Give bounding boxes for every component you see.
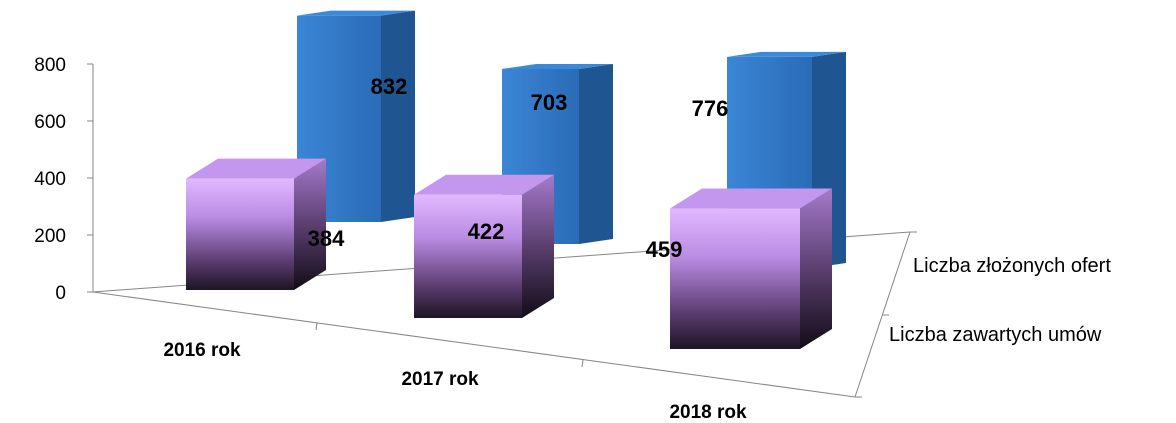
data-label: 422 xyxy=(468,219,505,244)
data-label: 459 xyxy=(646,237,683,262)
y-tick-label: 400 xyxy=(34,169,66,190)
x-tick-mark xyxy=(315,322,318,331)
x-tick-mark xyxy=(581,359,584,368)
y-tick-label: 200 xyxy=(34,226,66,247)
category-label: 2016 rok xyxy=(163,340,241,361)
data-label: 384 xyxy=(308,226,345,251)
y-tick-label: 600 xyxy=(34,112,66,133)
series-name-label: Liczba zawartych umów xyxy=(889,324,1102,346)
floor-front-edge xyxy=(92,291,856,398)
series-name-label: Liczba złożonych ofert xyxy=(913,255,1111,277)
x-axis-ticks xyxy=(315,322,584,368)
y-tick-label: 0 xyxy=(55,283,66,304)
bar-umowy-1 xyxy=(186,158,326,290)
data-label: 703 xyxy=(531,90,568,115)
category-labels: 2016 rok 2017 rok 2018 rok xyxy=(163,340,747,423)
depth-axis-ticks xyxy=(855,231,917,398)
data-label: 776 xyxy=(692,96,729,121)
bar-umowy-3 xyxy=(670,188,832,349)
series-name-labels: Liczba złożonych ofert Liczba zawartych u… xyxy=(889,255,1111,346)
y-axis-ticks: 0 200 400 600 800 xyxy=(34,55,93,304)
category-label: 2017 rok xyxy=(401,369,479,390)
category-label: 2018 rok xyxy=(669,402,747,423)
bar-umowy-2 xyxy=(414,174,554,318)
data-label: 832 xyxy=(371,74,408,99)
data-labels: 832 703 776 384 422 459 xyxy=(308,74,729,262)
y-tick-label: 800 xyxy=(34,55,66,76)
series-front-row xyxy=(186,158,832,349)
